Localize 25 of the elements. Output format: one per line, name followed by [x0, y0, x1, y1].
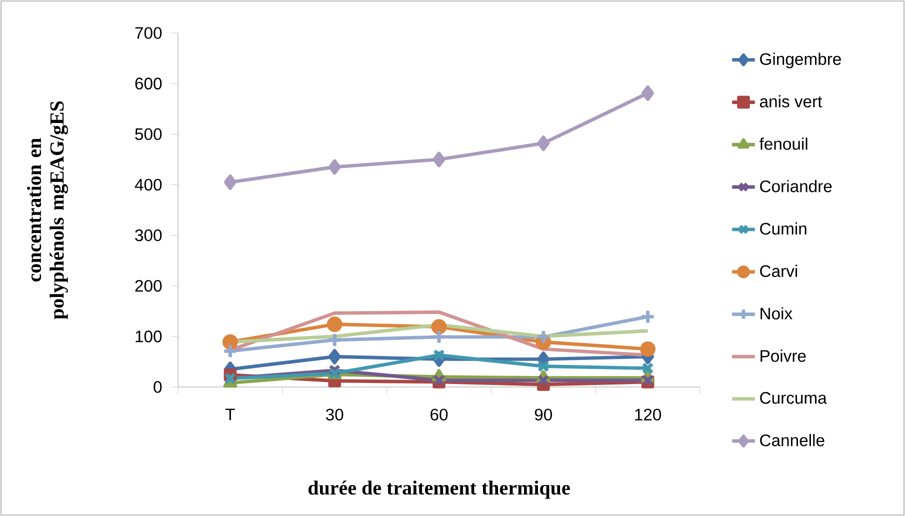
- legend-label: Gingembre: [760, 52, 841, 68]
- y-tick-label: 200: [135, 280, 162, 292]
- legend-label: Noix: [760, 307, 792, 320]
- x-tick-label: 30: [326, 408, 344, 420]
- legend-label: Coriandre: [760, 180, 832, 192]
- y-tick-label: 400: [134, 178, 162, 191]
- y-axis-title: concentration en polyphénols mgEAG/gES: [27, 101, 68, 320]
- x-tick-label: T: [225, 408, 235, 420]
- x-tick-label: 60: [430, 408, 448, 420]
- x-axis-title: durée de traitement thermique: [308, 480, 570, 499]
- x-tick-label: 90: [534, 408, 552, 420]
- y-tick-label: 500: [135, 128, 162, 140]
- legend-label: Cumin: [760, 222, 806, 235]
- y-tick-label: 600: [135, 78, 162, 90]
- x-tick-label: 120: [635, 408, 662, 420]
- legend-label: anis vert: [760, 95, 822, 108]
- legend-label: Carvi: [760, 264, 798, 278]
- legend-label: Cannelle: [760, 434, 824, 446]
- legend-label: Curcuma: [760, 392, 827, 404]
- y-tick-label: 300: [135, 229, 162, 242]
- y-tick-label: 700: [135, 27, 162, 39]
- legend-label: fenouil: [759, 138, 808, 150]
- legend-label: Poivre: [760, 350, 806, 362]
- y-tick-label: 0: [154, 381, 162, 393]
- y-tick-label: 100: [136, 330, 162, 342]
